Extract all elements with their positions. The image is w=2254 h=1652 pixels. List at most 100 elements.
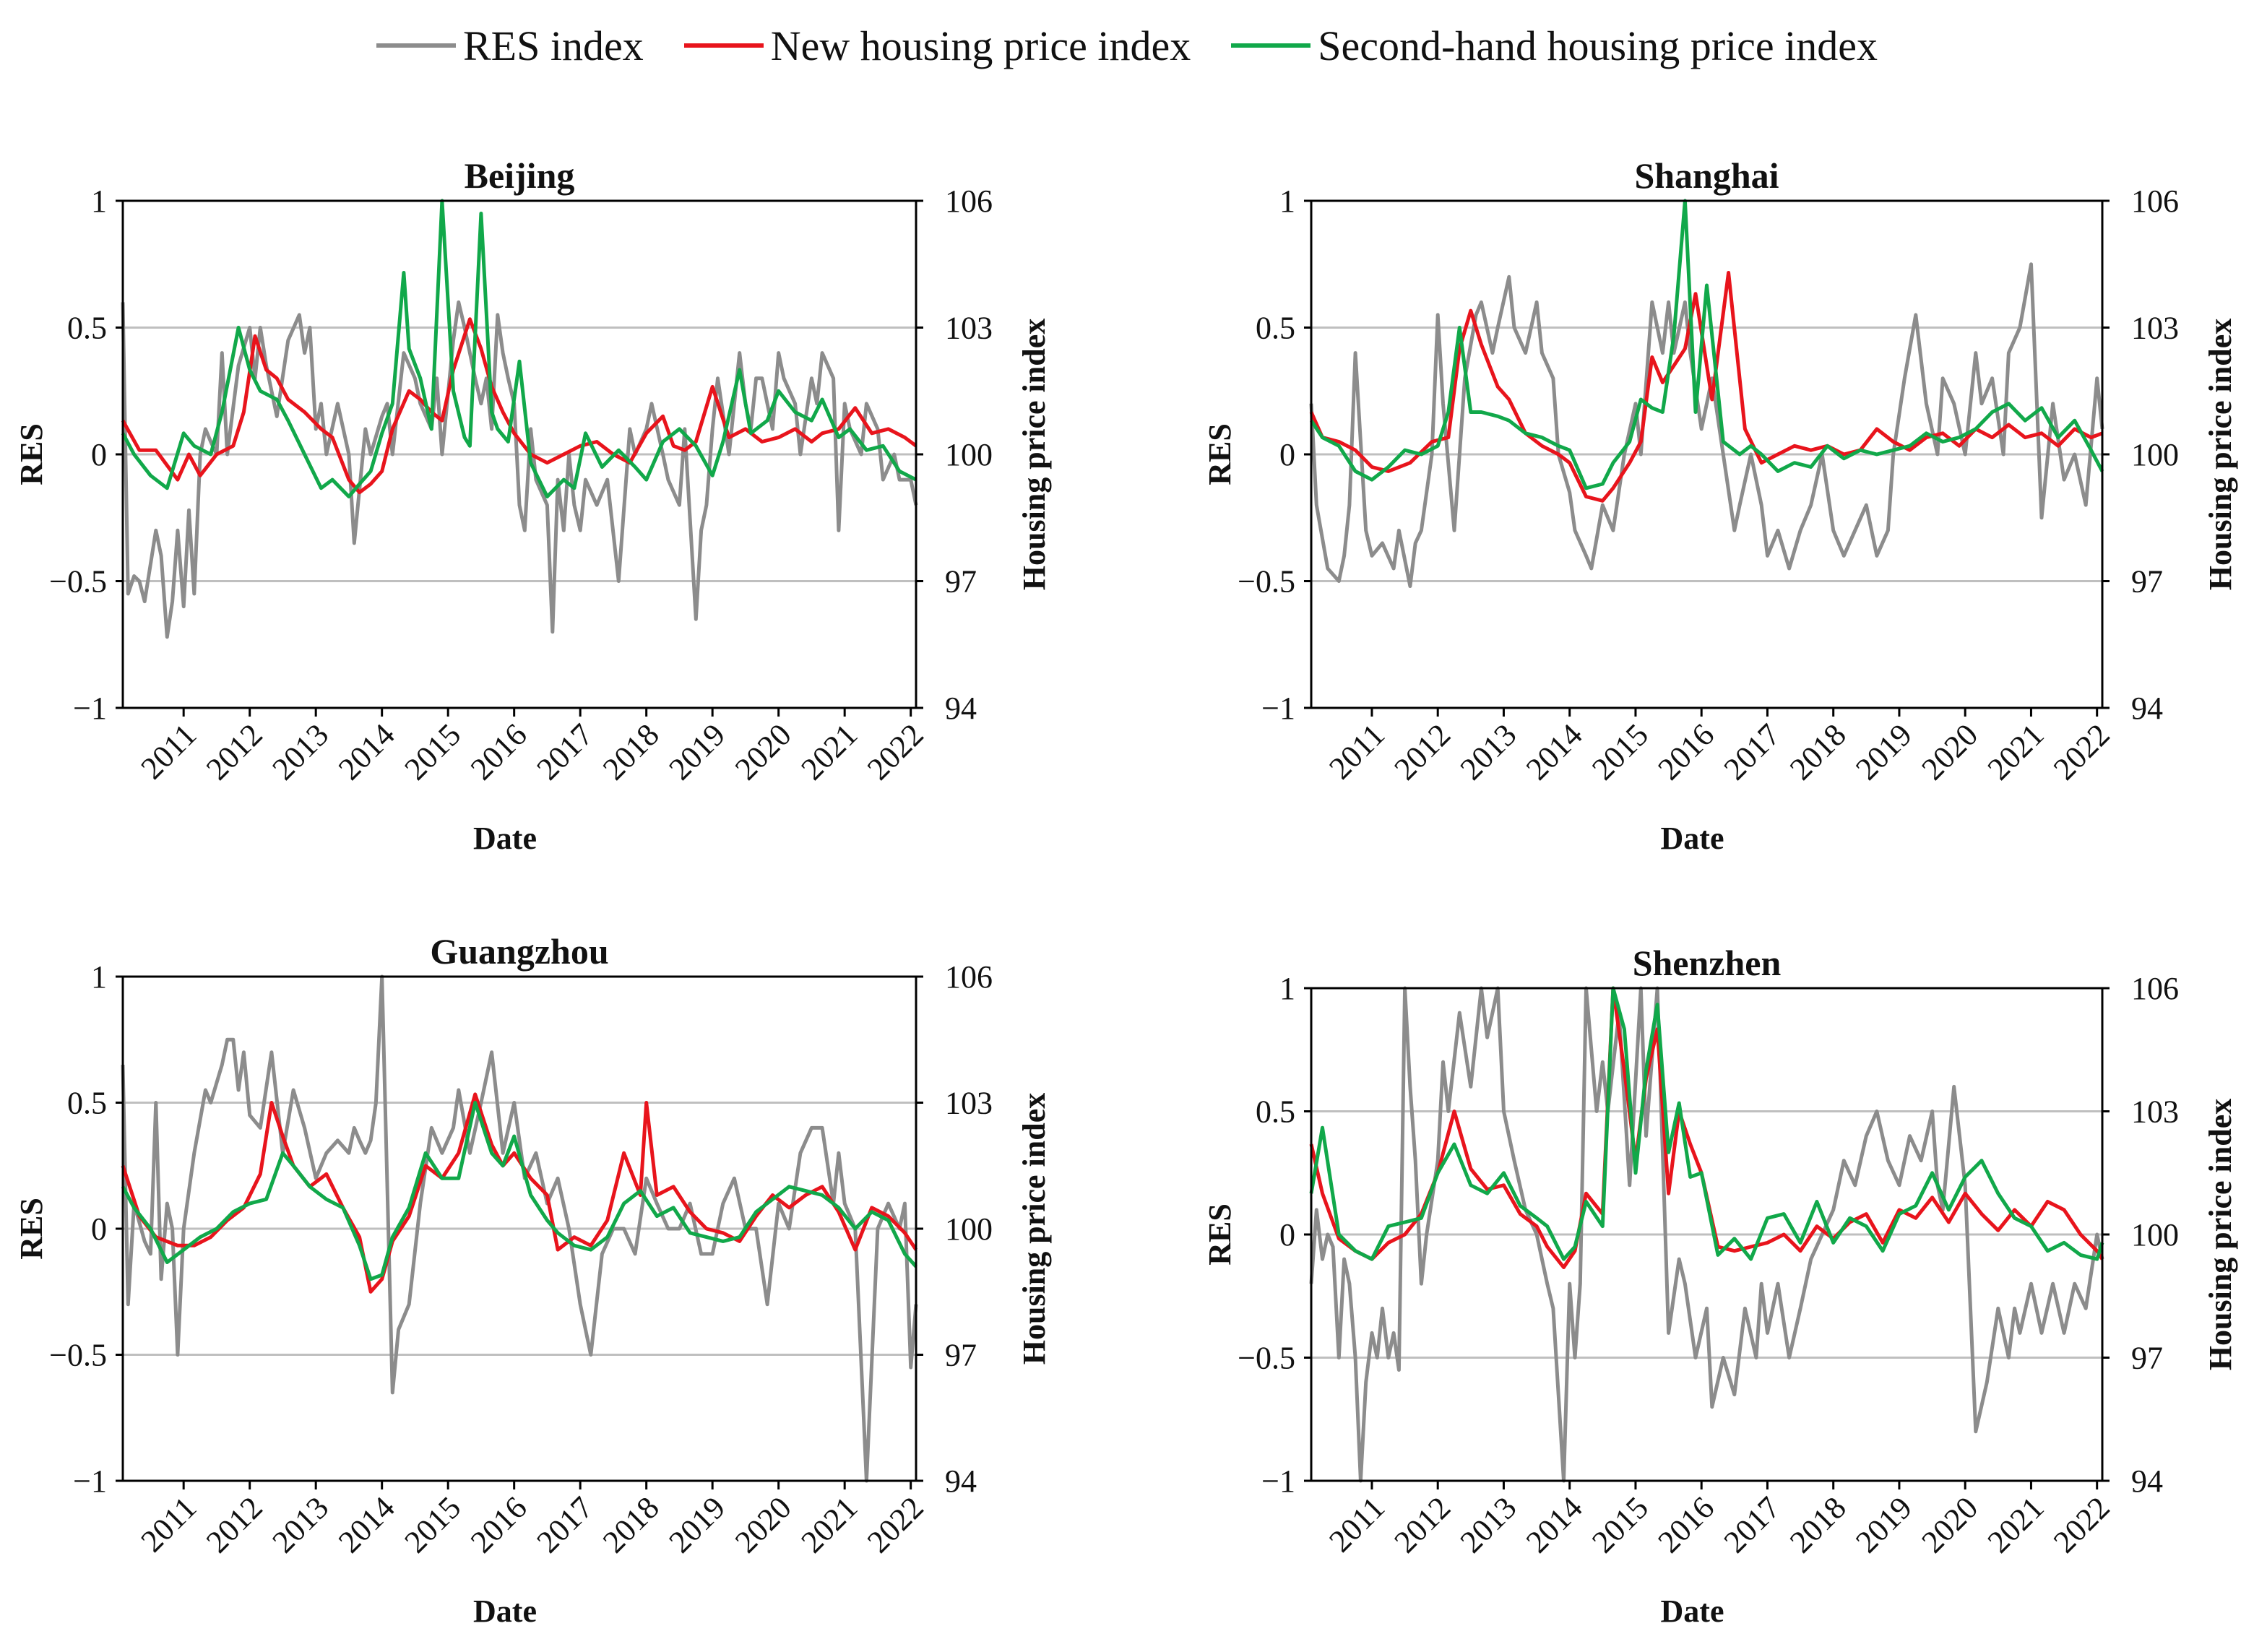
y2-tick-label: 94 bbox=[2131, 691, 2163, 726]
y-tick-label: 0.5 bbox=[1256, 1094, 1295, 1130]
y2-tick-label: 106 bbox=[945, 959, 993, 995]
x-tick-label: 2021 bbox=[1981, 1489, 2051, 1560]
x-tick-label: 2014 bbox=[1519, 717, 1589, 787]
x-tick-label: 2014 bbox=[332, 717, 402, 787]
x-tick-label: 2021 bbox=[794, 1489, 864, 1560]
x-tick-label: 2020 bbox=[728, 717, 798, 787]
y2-tick-label: 97 bbox=[2131, 1341, 2163, 1376]
chart-title: Shenzhen bbox=[1633, 943, 1782, 983]
y2-tick-label: 103 bbox=[945, 1086, 993, 1121]
legend-label-new: New housing price index bbox=[770, 22, 1191, 69]
x-tick-label: 2018 bbox=[596, 1489, 666, 1560]
series-line-res bbox=[1309, 986, 2104, 1483]
series-line-res bbox=[121, 300, 918, 639]
series-line-second bbox=[121, 1101, 917, 1281]
series-line-second bbox=[121, 199, 917, 498]
legend-label-second: Second-hand housing price index bbox=[1318, 22, 1878, 69]
y2-tick-label: 106 bbox=[945, 183, 993, 219]
x-tick-label: 2019 bbox=[662, 1489, 732, 1560]
x-tick-label: 2013 bbox=[1454, 1489, 1524, 1560]
y-axis-label: RES bbox=[1202, 423, 1238, 485]
y2-tick-label: 103 bbox=[945, 311, 993, 346]
y-axis-label: RES bbox=[1202, 1203, 1238, 1266]
y2-axis-label: Housing price index bbox=[1016, 319, 1052, 591]
y-tick-label: 0 bbox=[91, 437, 107, 472]
legend-swatch-res bbox=[376, 43, 456, 48]
y2-tick-label: 106 bbox=[2131, 183, 2179, 219]
x-tick-label: 2012 bbox=[199, 717, 269, 787]
y-tick-label: 0 bbox=[91, 1211, 107, 1247]
y2-tick-label: 100 bbox=[945, 437, 993, 472]
x-tick-label: 2011 bbox=[1322, 1489, 1391, 1559]
x-tick-label: 2017 bbox=[530, 1489, 600, 1560]
chart-title: Beijing bbox=[465, 155, 575, 196]
x-tick-label: 2011 bbox=[1322, 717, 1391, 786]
chart-title: Guangzhou bbox=[430, 931, 608, 972]
x-tick-label: 2014 bbox=[332, 1489, 402, 1560]
y-tick-label: 1 bbox=[91, 183, 107, 219]
x-tick-label: 2012 bbox=[199, 1489, 269, 1560]
y2-tick-label: 100 bbox=[945, 1211, 993, 1247]
panel-guangzhou: 1 0.5 0 −0.5 −1 106 103 100 97 94 2011201220132014… bbox=[14, 931, 1052, 1629]
y2-tick-label: 97 bbox=[945, 1338, 977, 1373]
x-axis-label: Date bbox=[473, 1593, 537, 1629]
y-tick-label: 0 bbox=[1279, 1217, 1295, 1253]
y2-axis-label: Housing price index bbox=[2203, 319, 2238, 591]
x-axis-label: Date bbox=[1661, 1593, 1724, 1629]
y-axis-label: RES bbox=[14, 423, 49, 485]
legend-item-new: New housing price index bbox=[683, 22, 1191, 70]
y2-axis-label: Housing price index bbox=[1016, 1093, 1052, 1365]
x-tick-label: 2013 bbox=[265, 717, 335, 787]
x-tick-label: 2015 bbox=[1585, 717, 1655, 787]
y-tick-label: −1 bbox=[1261, 1463, 1295, 1499]
x-axis-label: Date bbox=[473, 821, 537, 856]
y-axis-label: RES bbox=[14, 1198, 49, 1260]
panel-shenzhen: 1 0.5 0 −0.5 −1 106 103 100 97 94 2011201220132014… bbox=[1202, 943, 2238, 1629]
x-tick-label: 2018 bbox=[1783, 1489, 1853, 1560]
legend-item-second: Second-hand housing price index bbox=[1231, 22, 1878, 70]
y-tick-label: −1 bbox=[73, 1463, 107, 1499]
x-tick-label: 2015 bbox=[397, 1489, 467, 1560]
y2-tick-label: 103 bbox=[2131, 1094, 2179, 1130]
x-tick-label: 2012 bbox=[1387, 717, 1457, 787]
series-line-second bbox=[1309, 986, 2104, 1261]
x-tick-label: 2015 bbox=[1585, 1489, 1655, 1560]
x-tick-label: 2017 bbox=[1717, 1489, 1787, 1560]
y2-tick-label: 100 bbox=[2131, 437, 2179, 472]
series-line-new bbox=[1309, 986, 2104, 1269]
y-tick-label: 0.5 bbox=[1256, 311, 1295, 346]
x-tick-label: 2018 bbox=[1783, 717, 1853, 787]
y-tick-label: −1 bbox=[1261, 691, 1295, 726]
series-line-new bbox=[1309, 271, 2103, 503]
x-tick-label: 2020 bbox=[1914, 1489, 1985, 1560]
panel-shanghai: 1 0.5 0 −0.5 −1 106 103 100 97 94 2011201220132014… bbox=[1202, 155, 2238, 856]
x-tick-label: 2017 bbox=[530, 717, 600, 787]
x-tick-label: 2021 bbox=[1981, 717, 2051, 787]
legend-swatch-new bbox=[683, 43, 764, 48]
legend-item-res: RES index bbox=[376, 22, 644, 70]
y2-tick-label: 94 bbox=[2131, 1463, 2163, 1499]
y2-tick-label: 94 bbox=[945, 1463, 977, 1499]
legend: RES index New housing price index Second… bbox=[0, 13, 2254, 78]
x-tick-label: 2022 bbox=[2047, 1489, 2117, 1560]
y-tick-label: −1 bbox=[73, 691, 107, 726]
x-tick-label: 2016 bbox=[1651, 1489, 1721, 1560]
x-tick-label: 2020 bbox=[728, 1489, 798, 1560]
y-tick-label: −0.5 bbox=[49, 1338, 107, 1373]
chart-title: Shanghai bbox=[1634, 155, 1779, 196]
y2-axis-label: Housing price index bbox=[2203, 1099, 2238, 1371]
y-tick-label: −0.5 bbox=[1238, 564, 1295, 600]
y-tick-label: 0.5 bbox=[67, 311, 107, 346]
series-line-res bbox=[121, 974, 918, 1483]
y-tick-label: −0.5 bbox=[1238, 1341, 1295, 1376]
x-tick-label: 2022 bbox=[860, 1489, 930, 1560]
x-tick-label: 2012 bbox=[1387, 1489, 1457, 1560]
y2-tick-label: 94 bbox=[945, 691, 977, 726]
x-tick-label: 2014 bbox=[1519, 1489, 1589, 1560]
x-tick-label: 2022 bbox=[2047, 717, 2117, 787]
x-tick-label: 2013 bbox=[1454, 717, 1524, 787]
x-tick-label: 2015 bbox=[397, 717, 467, 787]
x-tick-label: 2011 bbox=[134, 717, 204, 786]
y2-tick-label: 97 bbox=[945, 564, 977, 600]
x-tick-label: 2020 bbox=[1914, 717, 1985, 787]
